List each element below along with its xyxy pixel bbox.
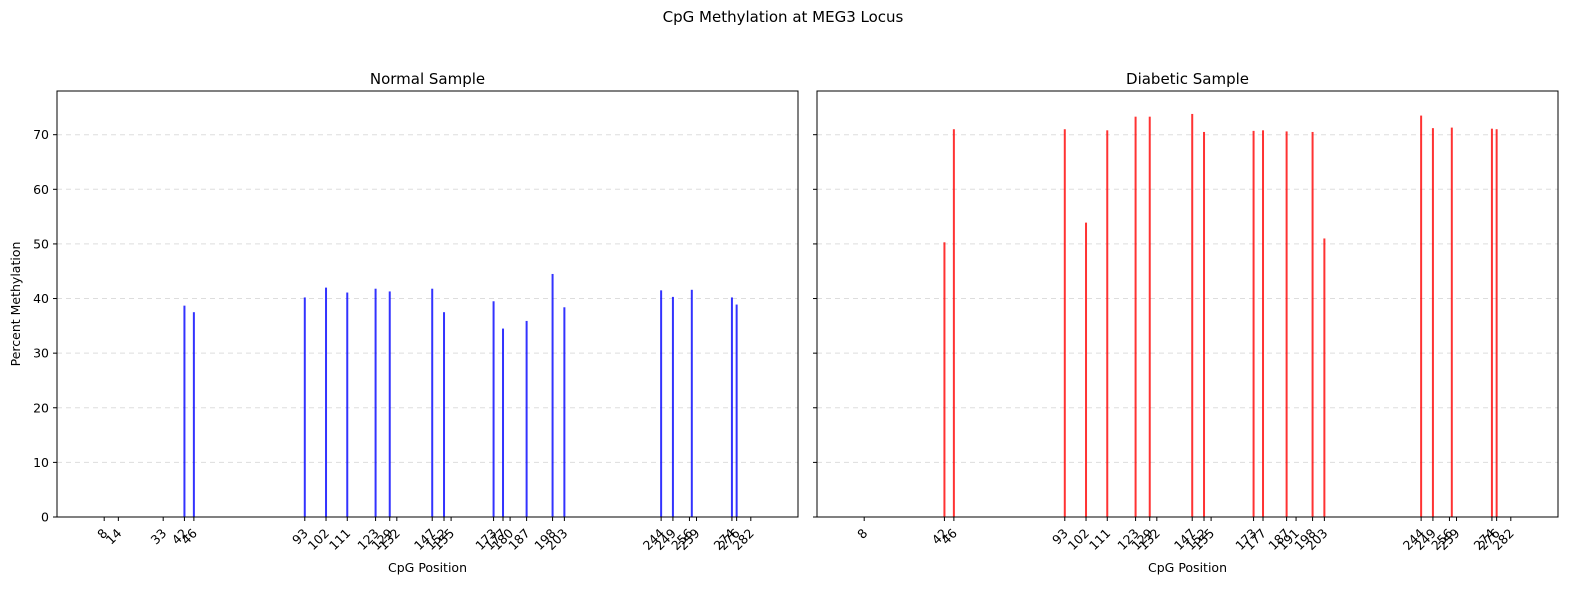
bar xyxy=(346,292,349,517)
bar xyxy=(1191,113,1194,517)
x-tick-label: 33 xyxy=(147,526,169,548)
bar xyxy=(374,288,377,517)
bar xyxy=(1495,129,1498,517)
bar xyxy=(325,287,328,517)
axes-frame xyxy=(816,90,1559,518)
bar xyxy=(952,129,955,517)
bar xyxy=(192,312,195,517)
bar xyxy=(183,305,186,517)
y-tick-label: 0 xyxy=(41,510,49,525)
y-tick-label: 20 xyxy=(33,400,49,415)
panel-title: Normal Sample xyxy=(370,70,485,88)
x-axis-label: CpG Position xyxy=(388,560,467,575)
bar xyxy=(1262,130,1265,518)
y-tick-label: 60 xyxy=(33,182,49,197)
bar xyxy=(671,296,674,517)
bar xyxy=(443,312,446,517)
y-tick-label: 40 xyxy=(33,291,49,306)
y-axis-label: Percent Methylation xyxy=(8,242,23,367)
bar xyxy=(502,328,505,517)
bar xyxy=(1085,222,1088,517)
bar xyxy=(525,320,528,517)
panel-title: Diabetic Sample xyxy=(1126,70,1249,88)
bar xyxy=(563,307,566,517)
axes-frame xyxy=(56,90,799,518)
bar xyxy=(1252,130,1255,517)
bar xyxy=(1148,116,1151,518)
bar xyxy=(1450,127,1453,517)
bar xyxy=(1420,115,1423,518)
x-tick-label: 8 xyxy=(854,525,870,541)
bar xyxy=(551,273,554,517)
bar xyxy=(730,297,733,517)
bar xyxy=(1323,238,1326,517)
bar xyxy=(735,304,738,517)
bar xyxy=(943,242,946,518)
bar xyxy=(1490,128,1493,517)
bar xyxy=(431,288,434,517)
y-tick-label: 70 xyxy=(33,127,49,142)
bar xyxy=(1203,131,1206,517)
y-tick-label: 10 xyxy=(33,455,49,470)
bar xyxy=(690,289,693,517)
x-tick-label: 111 xyxy=(326,526,353,553)
bar xyxy=(1285,131,1288,517)
bar xyxy=(492,301,495,517)
y-tick-label: 30 xyxy=(33,346,49,361)
bar xyxy=(388,291,391,517)
bar xyxy=(1134,116,1137,518)
figure-suptitle: CpG Methylation at MEG3 Locus xyxy=(663,8,904,26)
bar xyxy=(1063,129,1066,517)
bar xyxy=(1431,128,1434,517)
x-tick-label: 111 xyxy=(1086,526,1113,553)
y-tick-label: 50 xyxy=(33,236,49,251)
bar xyxy=(1311,131,1314,517)
bar xyxy=(303,297,306,517)
bar xyxy=(1106,130,1109,518)
bar xyxy=(660,290,663,517)
x-axis-label: CpG Position xyxy=(1148,560,1227,575)
x-tick-label: 14 xyxy=(103,525,125,547)
